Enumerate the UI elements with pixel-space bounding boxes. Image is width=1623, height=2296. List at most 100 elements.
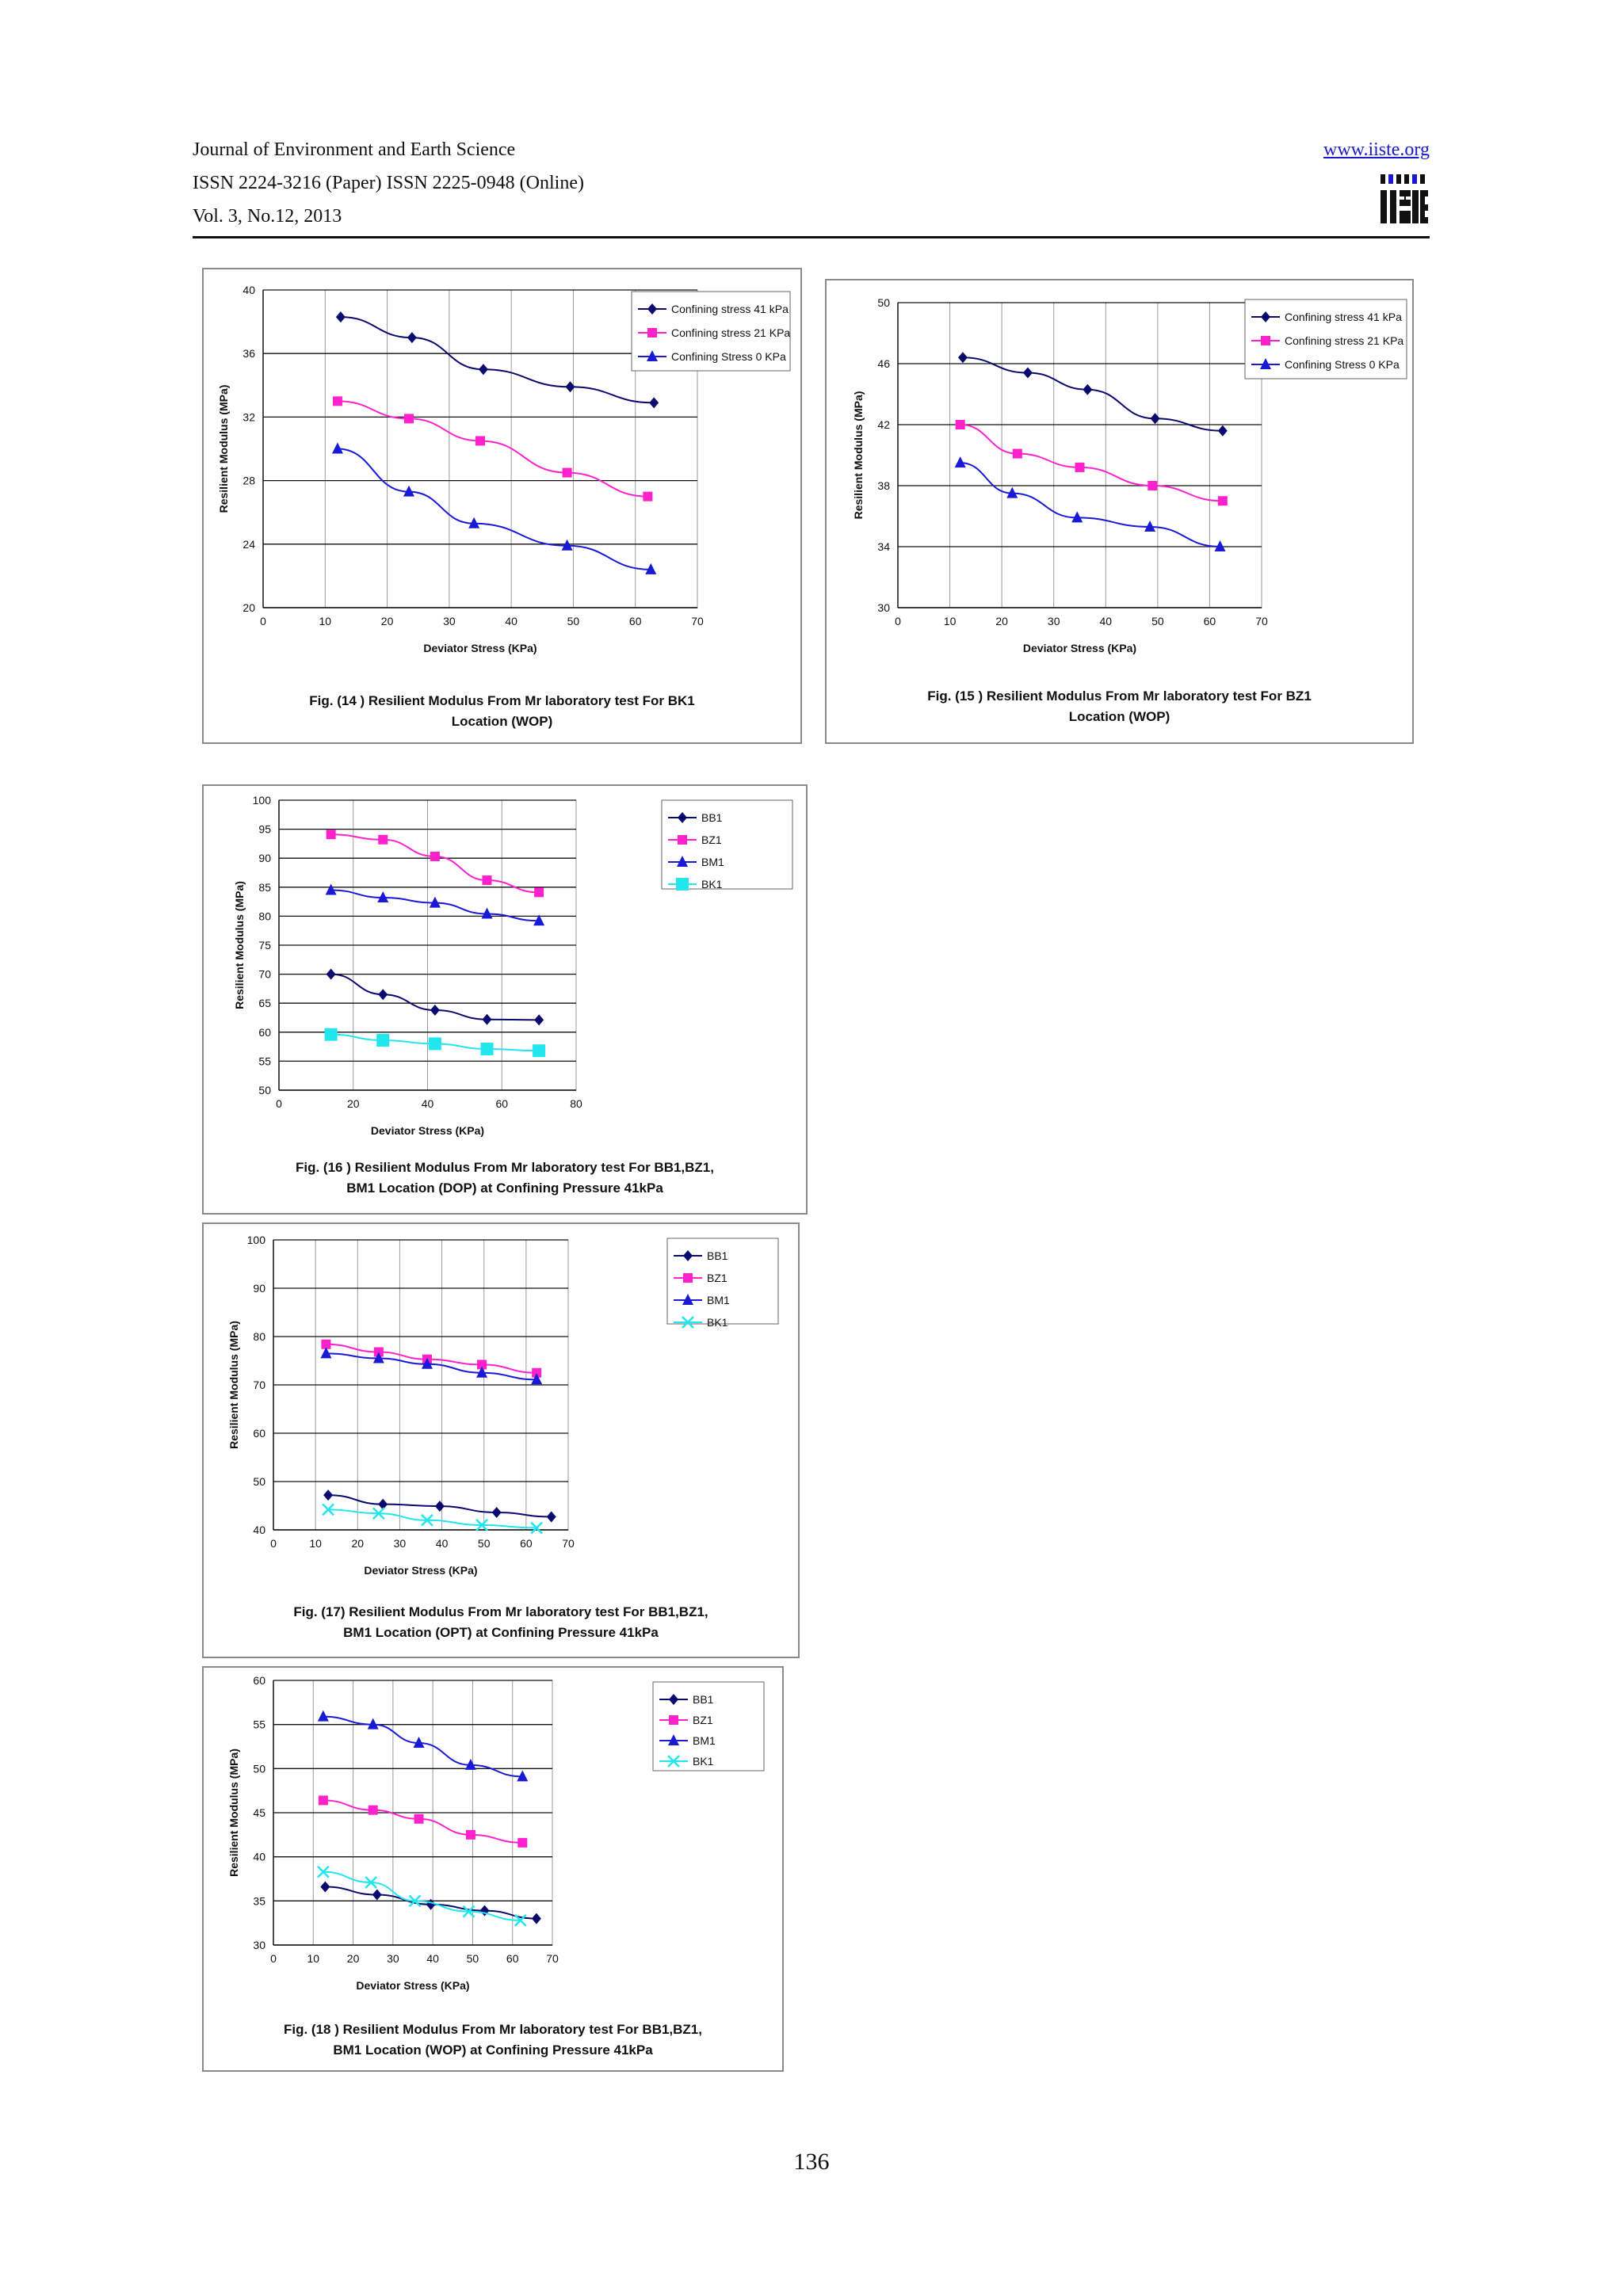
data-point [645, 563, 657, 574]
legend: BB1 BZ1 BM1 BK1 [652, 1681, 765, 1772]
y-tick-label: 30 [877, 601, 890, 614]
data-point [413, 1737, 425, 1749]
x-tick-label: 70 [691, 615, 704, 627]
figure-caption: BM1 Location (OPT) at Confining Pressure… [343, 1625, 659, 1640]
y-tick-label: 80 [253, 1330, 265, 1343]
x-axis-label: Deviator Stress (KPa) [1023, 642, 1136, 654]
data-point [377, 891, 389, 902]
chart-svg: 0 20 40 60 80 50 55 60 65 70 75 80 85 90 95 100 Deviator… [233, 794, 793, 1196]
data-point [955, 420, 965, 429]
y-tick-label: 70 [253, 1379, 265, 1391]
header-rule [193, 236, 1430, 238]
x-tick-label: 50 [1151, 615, 1164, 627]
data-point [318, 1795, 328, 1806]
data-point [1217, 425, 1228, 437]
data-point [1144, 520, 1156, 532]
x-tick-label: 10 [319, 615, 331, 627]
data-point [1150, 413, 1160, 425]
chart-svg: 0 10 20 30 40 50 60 70 40 50 60 70 80 90 100 Deviator S… [227, 1234, 779, 1640]
y-tick-label: 70 [258, 968, 271, 981]
legend: Confining stress 41 kPa Confining stress … [631, 291, 791, 372]
x-tick-label: 40 [505, 615, 517, 627]
data-point [421, 1513, 433, 1527]
data-point [562, 467, 572, 478]
data-point [954, 456, 966, 468]
legend-marker [682, 1294, 693, 1305]
series-bz1 [318, 1795, 528, 1848]
y-tick-label: 40 [253, 1851, 265, 1863]
data-point [317, 1710, 329, 1722]
data-point [649, 397, 659, 409]
series-confining-stress-0-kpa [954, 456, 1226, 551]
figure-caption: Location (WOP) [452, 714, 552, 729]
chart-fig18: 0 10 20 30 40 50 60 70 30 35 40 45 50 55 60 Deviator St… [202, 1666, 784, 2072]
data-point [475, 436, 485, 446]
data-point [1217, 496, 1228, 506]
data-point [421, 1357, 433, 1369]
y-tick-label: 75 [258, 939, 271, 952]
y-tick-label: 40 [242, 284, 255, 296]
legend-box [1244, 299, 1407, 379]
series-bm1 [325, 883, 545, 926]
legend-label: BM1 [693, 1734, 716, 1747]
data-point [478, 364, 488, 376]
data-point [368, 1805, 378, 1815]
x-tick-label: 20 [351, 1537, 364, 1550]
legend-marker [678, 835, 687, 845]
data-point [532, 1367, 542, 1378]
legend-marker [1260, 358, 1271, 369]
legend-marker [677, 856, 688, 867]
legend-marker [1261, 336, 1270, 345]
legend-label: Confining stress 41 kPa [1285, 311, 1402, 323]
x-tick-label: 20 [381, 615, 394, 627]
data-point [475, 1519, 488, 1531]
journal-url-link[interactable]: www.iiste.org [1323, 139, 1430, 160]
figure-caption: BM1 Location (WOP) at Confining Pressure… [333, 2042, 653, 2058]
data-point [1148, 481, 1158, 490]
y-tick-label: 90 [258, 852, 271, 864]
y-tick-label: 50 [877, 296, 890, 309]
x-tick-label: 10 [307, 1952, 319, 1965]
legend-label: BM1 [707, 1294, 730, 1306]
figure-caption: Fig. (14 ) Resilient Modulus From Mr lab… [309, 693, 694, 708]
x-tick-label: 20 [347, 1952, 360, 1965]
data-point [479, 1905, 490, 1917]
data-point [1022, 367, 1033, 379]
data-point [565, 381, 575, 393]
data-point [378, 834, 388, 845]
y-tick-label: 40 [253, 1524, 265, 1536]
chart-fig15: 0 10 20 30 40 50 60 70 30 34 38 42 46 50 Deviator Stre… [825, 279, 1414, 744]
x-tick-label: 80 [570, 1097, 582, 1110]
x-tick-label: 70 [546, 1952, 559, 1965]
data-point [531, 1373, 543, 1385]
chart-fig17: 0 10 20 30 40 50 60 70 40 50 60 70 80 90 100 Deviator S… [202, 1222, 800, 1658]
data-point [434, 1501, 445, 1512]
figure-caption: BM1 Location (DOP) at Confining Pressure… [346, 1180, 663, 1196]
legend-label: BZ1 [701, 833, 722, 846]
legend-marker [1261, 311, 1270, 322]
legend-label: BK1 [701, 878, 723, 891]
x-axis-label: Deviator Stress (KPa) [371, 1124, 484, 1137]
x-tick-label: 60 [629, 615, 642, 627]
y-tick-label: 65 [258, 997, 271, 1009]
x-axis-label: Deviator Stress (KPa) [356, 1979, 469, 1992]
data-point [546, 1511, 556, 1523]
series-bk1 [322, 1503, 544, 1535]
legend-marker [647, 303, 657, 315]
series-bm1 [320, 1347, 543, 1385]
data-point [464, 1758, 476, 1770]
x-tick-label: 50 [567, 615, 580, 627]
data-point [320, 1881, 330, 1893]
data-point [468, 517, 480, 528]
y-tick-label: 32 [242, 410, 255, 423]
x-tick-label: 0 [276, 1097, 282, 1110]
data-point [326, 968, 336, 980]
y-axis-label: Resilient Modulus (MPa) [233, 881, 246, 1009]
figure-caption: Fig. (17) Resilient Modulus From Mr labo… [293, 1604, 708, 1619]
data-point [407, 332, 417, 344]
data-point [481, 907, 493, 919]
y-tick-label: 60 [253, 1674, 265, 1687]
series-bk1 [316, 1865, 527, 1927]
data-point [378, 1498, 388, 1510]
legend-marker [682, 1316, 694, 1329]
